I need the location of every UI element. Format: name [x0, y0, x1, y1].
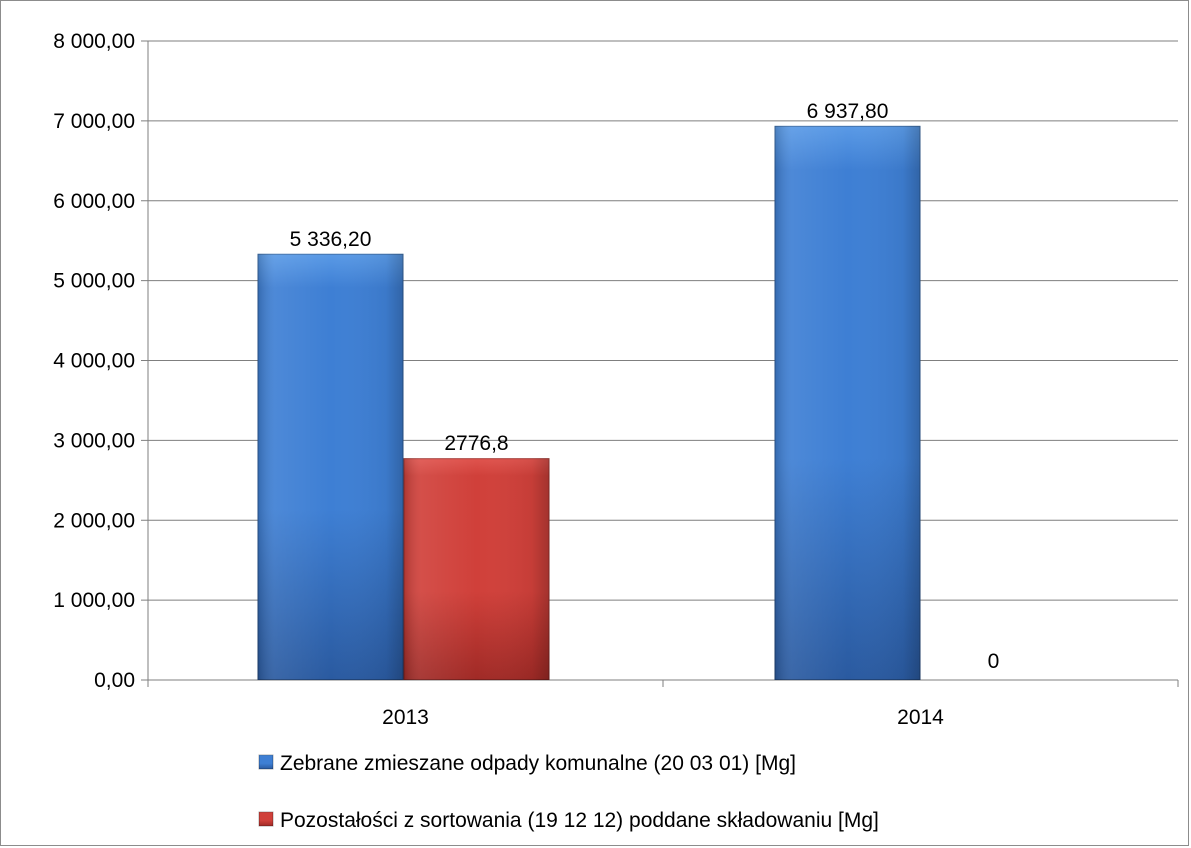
data-label: 2776,8 — [444, 432, 508, 455]
x-tick-label: 2014 — [897, 706, 944, 729]
data-label: 0 — [988, 650, 1000, 673]
legend-swatch — [258, 754, 274, 770]
legend-label: Pozostałości z sortowania (19 12 12) pod… — [280, 809, 879, 832]
bar-shading — [257, 253, 404, 680]
legend-label: Zebrane zmieszane odpady komunalne (20 0… — [280, 752, 796, 775]
axes: 0,00 1 000,00 2 000,00 3 000,00 4 000,00 5 00… — [53, 30, 1179, 729]
y-tick-label: 2 000,00 — [53, 509, 135, 532]
y-tick-label: 7 000,00 — [53, 110, 135, 133]
legend: Zebrane zmieszane odpady komunalne (20 0… — [258, 752, 879, 832]
legend-swatch — [258, 811, 274, 827]
y-tick-label: 0,00 — [94, 669, 135, 692]
data-labels: 5 336,20 2776,8 6 937,80 0 — [290, 100, 1000, 673]
bars — [257, 125, 921, 681]
y-tick-label: 5 000,00 — [53, 270, 135, 293]
data-label: 6 937,80 — [807, 100, 889, 123]
x-tick-label: 2013 — [382, 706, 429, 729]
y-tick-label: 6 000,00 — [53, 190, 135, 213]
y-tick-label: 3 000,00 — [53, 429, 135, 452]
bar-outline — [257, 253, 404, 680]
bar-shading — [774, 125, 921, 681]
data-label: 5 336,20 — [290, 228, 372, 251]
y-tick-label: 8 000,00 — [53, 30, 135, 53]
y-tick-label: 4 000,00 — [53, 350, 135, 373]
bar-outline — [403, 458, 550, 680]
bar-outline — [774, 125, 921, 681]
y-tick-label: 1 000,00 — [53, 589, 135, 612]
bar-shading — [403, 458, 550, 680]
